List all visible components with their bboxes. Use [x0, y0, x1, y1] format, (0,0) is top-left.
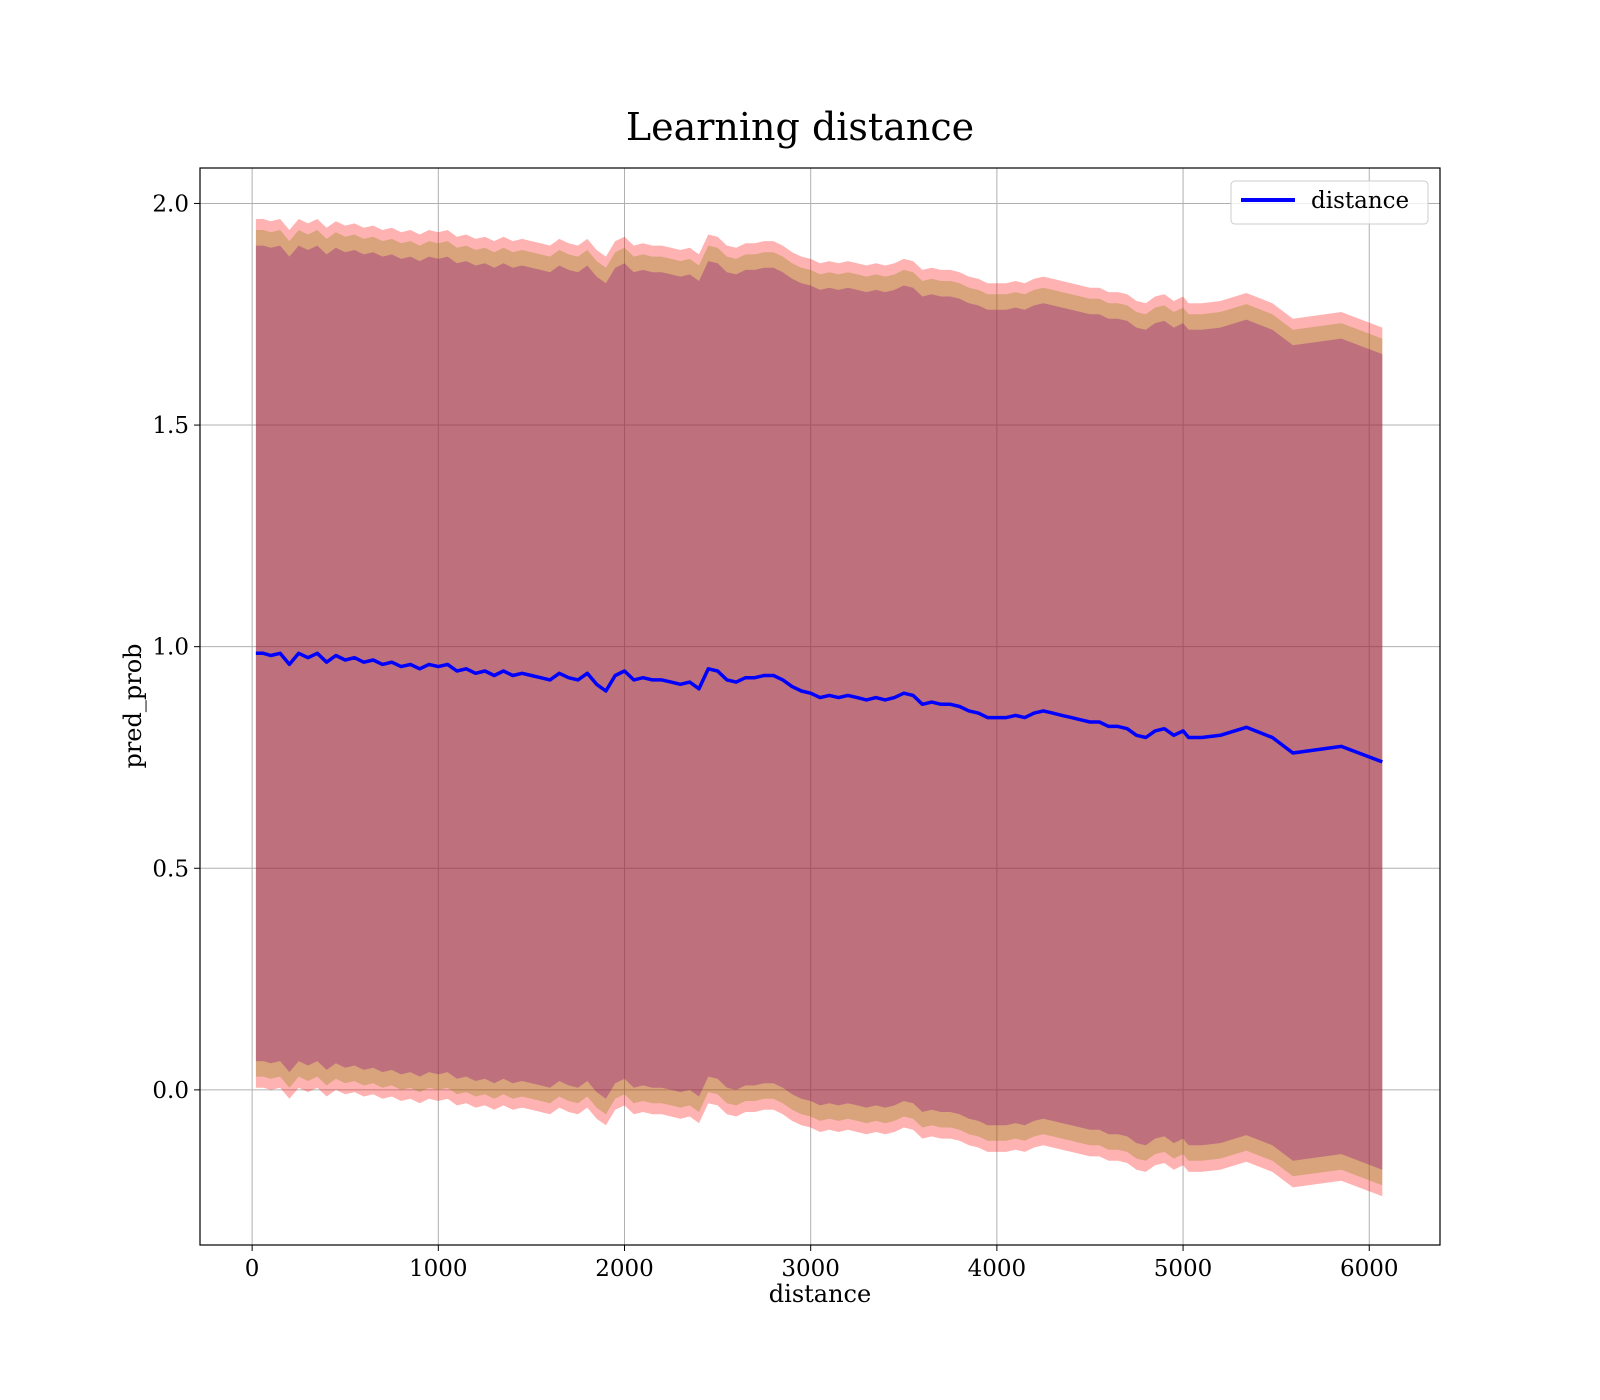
- x-tick-label: 6000: [1340, 1256, 1399, 1282]
- x-tick-label: 5000: [1154, 1256, 1213, 1282]
- x-tick-label: 4000: [968, 1256, 1027, 1282]
- grid: [200, 168, 1440, 1245]
- confidence-bands: [255, 219, 1383, 1197]
- y-tick-label: 2.0: [152, 191, 189, 217]
- plot-frame: [199, 167, 1441, 1246]
- x-tick-label: 0: [245, 1256, 260, 1282]
- chart-title: Learning distance: [626, 105, 974, 149]
- middle-band: [255, 230, 1383, 1186]
- outer-band: [255, 219, 1383, 1197]
- legend-box: [1230, 180, 1429, 225]
- x-axis-label: distance: [769, 1280, 871, 1308]
- legend-label-distance: distance: [1311, 188, 1409, 214]
- legend: distance: [1230, 180, 1429, 225]
- x-tick-label: 1000: [409, 1256, 468, 1282]
- x-axis-ticks: 0 1000 2000 3000 4000 5000 6000: [245, 1245, 1399, 1282]
- inner-band: [255, 245, 1383, 1170]
- y-tick-label: 0.0: [152, 1078, 189, 1104]
- y-axis-ticks: 0.0 0.5 1.0 1.5 2.0: [152, 191, 200, 1104]
- y-tick-label: 1.5: [152, 413, 189, 439]
- y-axis-label: pred_prob: [119, 643, 147, 768]
- x-tick-label: 2000: [595, 1256, 654, 1282]
- series-line-distance: [255, 651, 1383, 764]
- x-tick-label: 3000: [781, 1256, 840, 1282]
- y-tick-label: 0.5: [152, 856, 189, 882]
- series-lines: [255, 651, 1383, 764]
- y-tick-label: 1.0: [152, 635, 189, 661]
